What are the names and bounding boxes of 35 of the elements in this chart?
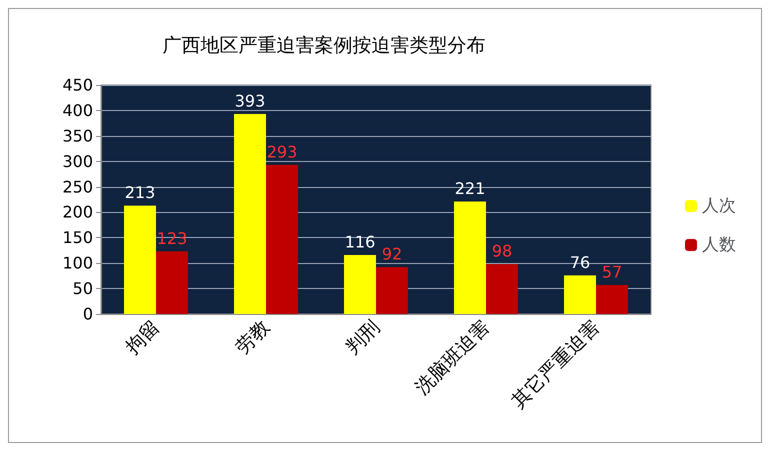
bar: [376, 267, 408, 314]
legend-label: 人数: [702, 235, 736, 255]
x-tick-label: 劳教: [231, 316, 274, 359]
bar: [596, 284, 628, 314]
y-tick-label: 350: [62, 126, 93, 146]
data-label: 92: [382, 244, 402, 264]
data-label: 213: [124, 183, 156, 202]
y-tick-label: 300: [62, 152, 93, 171]
bar: [564, 275, 596, 314]
y-tick-label: 400: [62, 100, 93, 120]
y-tick-label: 450: [62, 76, 93, 94]
bar: [124, 206, 156, 314]
y-tick-label: 100: [62, 254, 93, 273]
data-label: 393: [234, 92, 266, 111]
chart-title: 广西地区严重迫害案例按迫害类型分布: [162, 34, 486, 56]
legend-label: 人次: [702, 196, 736, 216]
y-tick-label: 250: [62, 177, 93, 196]
y-tick-label: 50: [72, 279, 93, 298]
x-tick-label: 拘留: [121, 316, 164, 359]
y-tick-label: 0: [82, 304, 93, 324]
bar: [344, 254, 376, 314]
data-label: 57: [602, 262, 622, 282]
data-label: 98: [492, 242, 512, 261]
bar: [486, 264, 518, 314]
bar: [454, 202, 486, 314]
data-label: 116: [344, 232, 376, 252]
x-tick-label: 洗脑班迫害: [411, 316, 494, 399]
y-tick-label: 150: [62, 228, 93, 248]
bar: [234, 114, 266, 314]
y-tick-label: 200: [62, 202, 93, 222]
bar: [266, 164, 298, 314]
bar: [156, 251, 188, 314]
x-tick-label: 其它严重迫害: [508, 316, 604, 412]
data-label: 293: [266, 142, 298, 162]
x-tick-label: 判刑: [341, 316, 384, 359]
